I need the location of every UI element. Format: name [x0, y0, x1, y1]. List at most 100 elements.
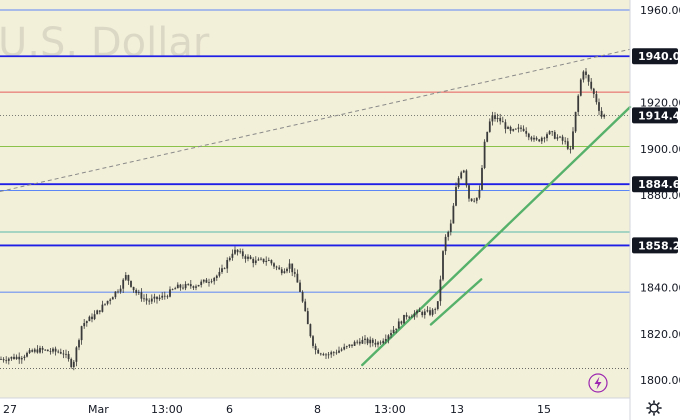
candle-body — [384, 338, 387, 341]
candle-body — [54, 348, 57, 352]
x-tick-label: 6 — [226, 403, 233, 416]
candle-body — [260, 258, 262, 260]
candle-body — [109, 299, 112, 301]
x-axis-ticks: 27 Mar 13:00 6 8 13:00 13 15 — [3, 403, 551, 416]
candle-body — [379, 342, 382, 344]
candle-body — [317, 349, 320, 354]
candle-body — [46, 349, 49, 352]
candle-body — [517, 127, 520, 129]
lightning-icon[interactable] — [588, 373, 608, 393]
y-tick-label: 1920.00 — [640, 97, 680, 110]
candle-body — [387, 335, 390, 339]
candle-body — [579, 79, 582, 96]
candle-body — [595, 94, 598, 103]
candle-body — [15, 356, 18, 360]
candle-body — [377, 342, 379, 345]
candle-body — [590, 81, 593, 89]
candle-body — [288, 263, 291, 269]
candle-body — [351, 344, 353, 346]
candle-body — [431, 309, 434, 315]
x-tick-label: 13:00 — [151, 403, 183, 416]
candle-body — [283, 271, 286, 274]
candle-body — [7, 358, 10, 361]
candle-body — [96, 310, 99, 315]
candle-body — [548, 131, 551, 135]
candle-body — [546, 134, 548, 139]
candle-body — [36, 349, 39, 353]
candle-body — [273, 263, 275, 267]
candle-body — [296, 273, 299, 283]
candle-body — [509, 126, 512, 131]
candle-body — [566, 141, 569, 149]
candle-body — [137, 292, 140, 294]
candle-body — [111, 297, 114, 300]
candle-body — [439, 279, 442, 302]
candle-body — [187, 284, 190, 285]
candle-body — [197, 284, 200, 287]
candle-body — [106, 300, 109, 304]
candle-body — [569, 148, 572, 150]
candle-body — [91, 316, 93, 320]
candle-body — [592, 88, 595, 95]
gear-icon[interactable] — [646, 400, 662, 416]
candle-body — [478, 189, 481, 198]
candle-body — [603, 114, 606, 117]
candle-body — [309, 324, 312, 337]
candle-body — [231, 253, 234, 258]
trendline — [361, 105, 632, 367]
candle-body — [319, 353, 322, 355]
x-tick-label: Mar — [88, 403, 109, 416]
x-tick-label: 13:00 — [374, 403, 406, 416]
candle-body — [572, 131, 574, 150]
candle-body — [161, 295, 164, 298]
candle-body — [150, 298, 153, 302]
candle-body — [582, 71, 585, 80]
candle-body — [184, 284, 187, 289]
candle-body — [361, 339, 364, 344]
candle-body — [156, 296, 158, 300]
candle-body — [403, 314, 405, 324]
y-tick-label: 1960.00 — [640, 4, 680, 17]
candle-body — [322, 354, 325, 356]
candle-body — [62, 353, 65, 355]
candle-body — [208, 282, 210, 283]
candle-body — [158, 297, 161, 300]
candle-body — [455, 187, 457, 206]
candle-body — [44, 349, 47, 351]
price-candles — [0, 67, 606, 371]
candle-body — [356, 341, 359, 343]
candle-body — [85, 321, 88, 324]
candle-body — [494, 115, 496, 119]
candle-body — [28, 350, 31, 353]
candle-body — [332, 352, 335, 354]
candle-body — [374, 342, 377, 345]
candle-body — [525, 131, 528, 134]
candle-body — [101, 304, 104, 312]
candle-body — [514, 128, 517, 130]
price-label-box — [632, 48, 678, 65]
candle-body — [57, 351, 60, 353]
candle-body — [278, 267, 281, 270]
candle-body — [449, 223, 452, 232]
candle-body — [10, 356, 13, 359]
candle-body — [262, 258, 265, 262]
candle-body — [20, 358, 23, 360]
candle-body — [405, 314, 408, 317]
candle-body — [215, 275, 218, 278]
price-label-text: 1914.42 — [638, 109, 680, 122]
candle-body — [249, 256, 252, 259]
candle-body — [444, 236, 447, 252]
candle-body — [148, 300, 151, 302]
candle-body — [460, 172, 463, 179]
candle-body — [397, 321, 400, 329]
candle-body — [585, 71, 587, 75]
candle-body — [169, 289, 171, 297]
candle-body — [301, 291, 304, 302]
candle-body — [286, 268, 288, 272]
candle-body — [473, 200, 476, 202]
candle-body — [306, 311, 309, 325]
candle-body — [598, 102, 600, 111]
candle-body — [436, 301, 439, 310]
candle-body — [491, 115, 494, 122]
